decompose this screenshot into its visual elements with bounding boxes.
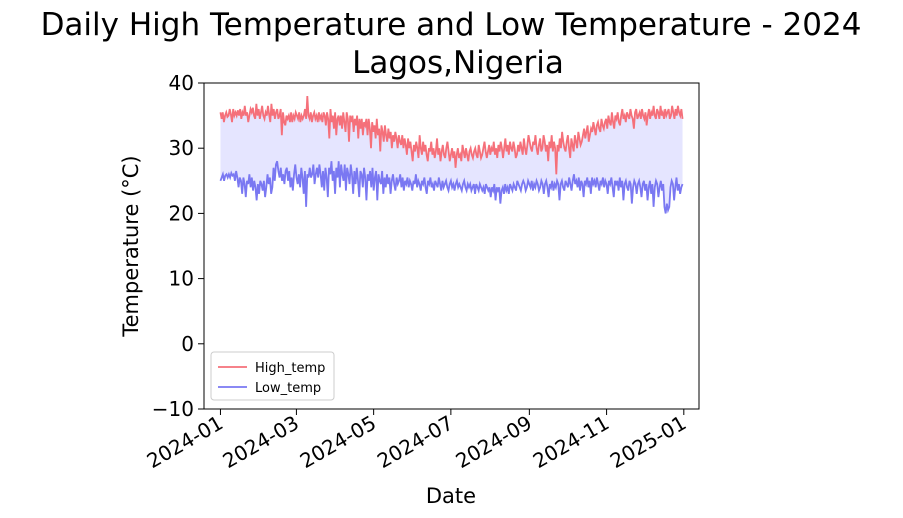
y-axis-label: Temperature (°C) [119, 155, 143, 337]
x-tick-label: 2024-09 [452, 411, 536, 474]
chart-subtitle: Lagos,Nigeria [352, 45, 564, 81]
y-tick-label: 0 [181, 332, 194, 356]
x-tick-label: 2024-05 [296, 411, 380, 474]
legend-label-low-temp: Low_temp [255, 381, 321, 396]
series-low-temp-line [219, 160, 684, 214]
chart-title: Daily High Temperature and Low Temperatu… [41, 7, 862, 43]
x-tick-label: 2024-11 [529, 411, 613, 474]
y-tick-label: 20 [169, 201, 194, 225]
y-tick-label: −10 [152, 397, 194, 421]
x-tick-label: 2024-07 [373, 411, 457, 474]
y-tick-label: 10 [169, 267, 194, 291]
x-tick-label: 2024-03 [219, 411, 303, 474]
legend: High_temp Low_temp [210, 351, 335, 401]
legend-box [210, 351, 335, 401]
x-tick-label: 2025-01 [606, 411, 690, 474]
plot-area [219, 95, 684, 214]
y-tick-label: 40 [169, 71, 194, 95]
y-tick-label: 30 [169, 136, 194, 160]
x-axis: 2024-012024-032024-052024-072024-092024-… [143, 409, 690, 474]
series-high-temp-line [219, 95, 684, 175]
y-axis: −10 0 10 20 30 40 [152, 71, 204, 421]
plot-frame [203, 82, 700, 410]
legend-label-high-temp: High_temp [255, 361, 325, 376]
x-axis-label: Date [426, 484, 476, 508]
